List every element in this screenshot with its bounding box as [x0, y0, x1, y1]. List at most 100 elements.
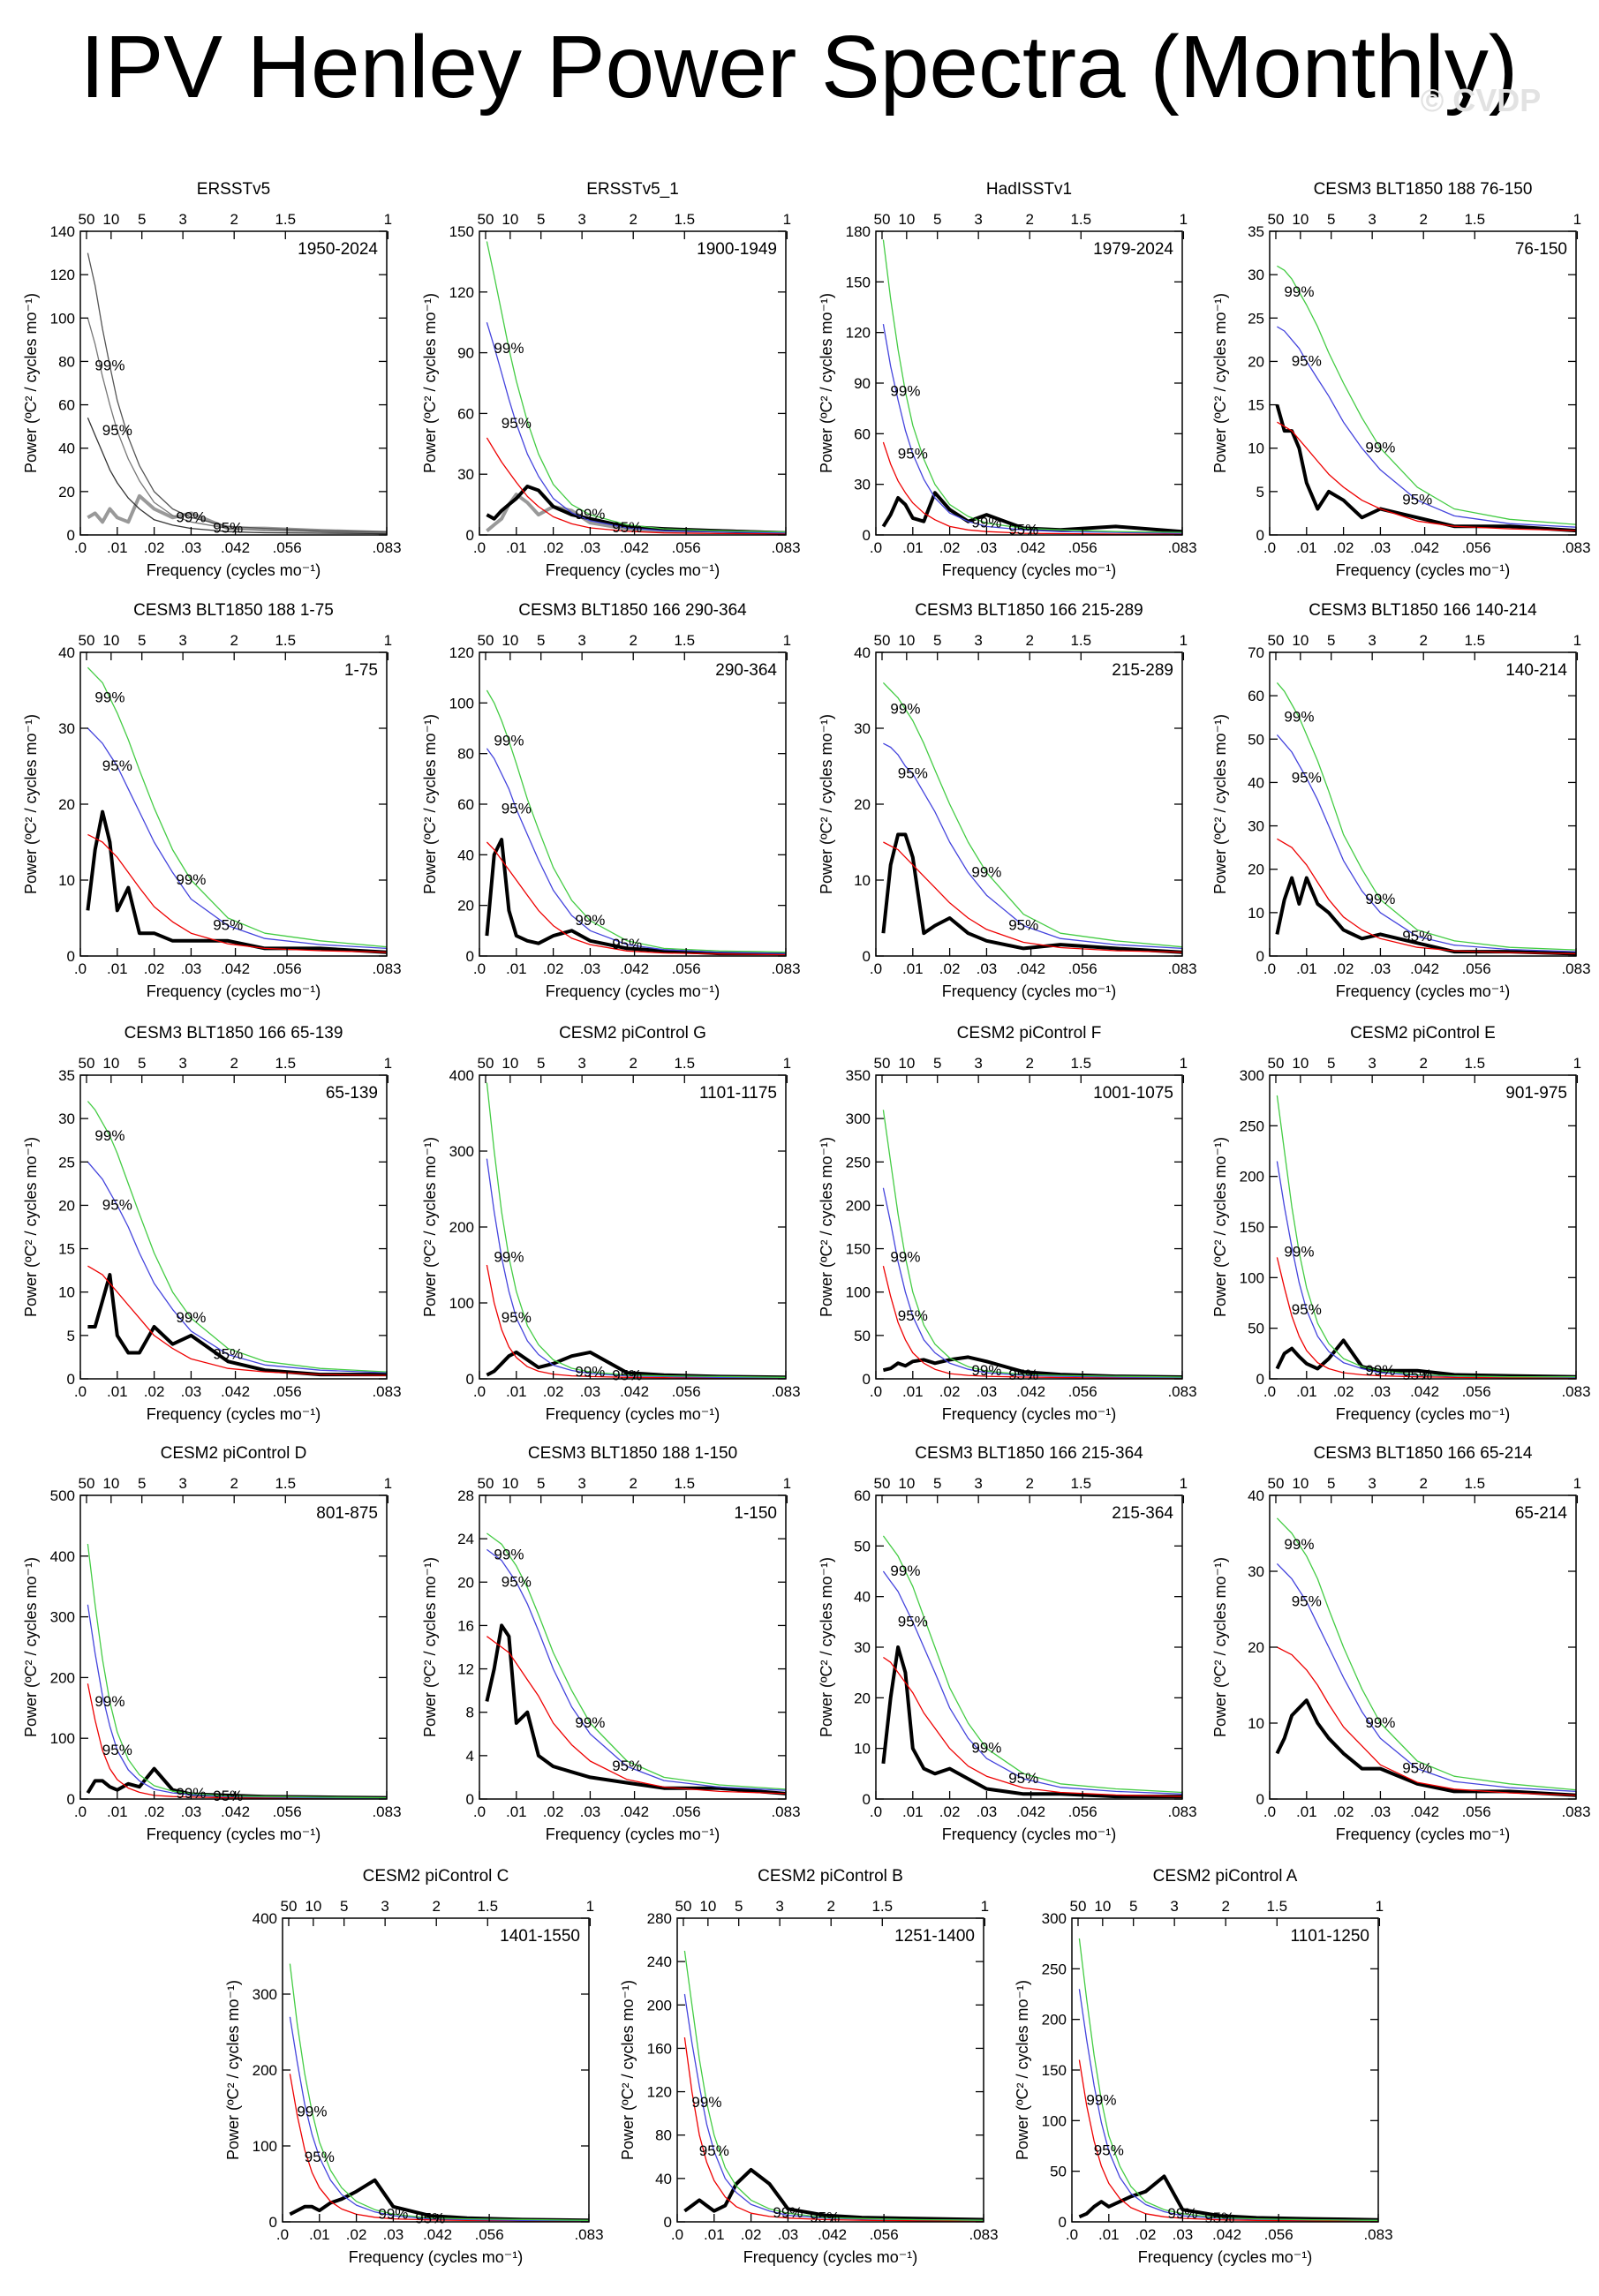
panel-title: CESM2 piControl G: [559, 1024, 706, 1043]
top-tick-label: 1.5: [1070, 1475, 1091, 1492]
y-tick-label: 0: [466, 948, 474, 965]
significance-line: [882, 681, 1182, 948]
panel-title: CESM3 BLT1850 166 215-364: [915, 1444, 1143, 1463]
panel: CESM3 BLT1850 166 140-214 140-214 95% 95% 99…: [1211, 601, 1591, 1000]
y-tick-label: 150: [846, 1241, 871, 1258]
panel-title: ERSSTv5: [197, 180, 270, 199]
top-tick-label: 5: [735, 1898, 743, 1915]
x-tick-label: .056: [1264, 2226, 1294, 2243]
series-label: 95%: [213, 917, 243, 934]
x-tick-label: .083: [372, 539, 401, 556]
significance-line: [882, 1535, 1182, 1794]
top-tick-label: 2: [629, 211, 637, 228]
series-group: [486, 1082, 786, 1379]
series-label: 99%: [1167, 2205, 1197, 2222]
top-tick-label: 3: [974, 211, 982, 228]
y-tick-label: 80: [58, 353, 75, 370]
panel-title: CESM3 BLT1850 188 1-75: [133, 601, 334, 620]
top-tick-label: 50: [79, 1475, 95, 1492]
period-label: 1101-1250: [1291, 1927, 1369, 1946]
y-tick-label: 20: [457, 898, 474, 915]
top-tick-label: 10: [1292, 632, 1309, 649]
y-axis-label: Power (ºC² / cycles mo⁻¹): [818, 1137, 835, 1317]
top-tick-label: 3: [577, 1055, 585, 1072]
y-tick-label: 5: [1256, 484, 1264, 501]
series-group: [486, 241, 786, 535]
panel-title: CESM3 BLT1850 166 140-214: [1309, 601, 1537, 620]
y-tick-label: 100: [253, 2138, 277, 2155]
series-label: 99%: [176, 1309, 206, 1326]
y-axis-label: Power (ºC² / cycles mo⁻¹): [619, 1980, 637, 2160]
x-tick-label: .056: [672, 539, 701, 556]
x-tick-label: .02: [939, 960, 961, 977]
y-tick-label: 0: [67, 948, 75, 965]
top-tick-label: 5: [933, 211, 941, 228]
spectrum-line: [485, 838, 786, 956]
panel: CESM2 piControl D801-87595%95%99%99%0100…: [22, 1444, 402, 1843]
x-tick-label: .056: [1068, 960, 1097, 977]
x-tick-label: .083: [1167, 539, 1196, 556]
top-tick-label: 1.5: [275, 1055, 296, 1072]
top-tick-label: 3: [974, 632, 982, 649]
top-tick-label: 10: [1292, 211, 1309, 228]
significance-line: [87, 1683, 387, 1799]
series-label: 95%: [502, 1309, 532, 1326]
x-axis-label: Frequency (cycles mo⁻¹): [942, 982, 1117, 1000]
x-axis-label: Frequency (cycles mo⁻¹): [942, 1405, 1117, 1423]
significance-line: [87, 1101, 387, 1373]
x-tick-label: .083: [1167, 1383, 1196, 1400]
y-tick-label: 16: [457, 1617, 474, 1634]
plot-frame: [1269, 1494, 1577, 1800]
series-label: 95%: [699, 2142, 729, 2159]
plot-frame: [875, 230, 1183, 536]
x-tick-label: .083: [1561, 960, 1590, 977]
x-tick-label: .02: [1333, 1383, 1354, 1400]
top-tick-label: 3: [577, 1475, 585, 1492]
series-label: 95%: [1094, 2142, 1124, 2159]
x-axis-label: Frequency (cycles mo⁻¹): [147, 982, 321, 1000]
y-tick-label: 90: [457, 345, 474, 362]
top-tick-label: 1: [384, 211, 392, 228]
y-tick-label: 10: [58, 872, 75, 889]
series-label: 95%: [415, 2210, 445, 2227]
x-tick-label: .01: [704, 2226, 725, 2243]
top-tick-label: 1: [783, 632, 791, 649]
x-tick-label: .02: [1333, 539, 1354, 556]
top-tick-label: 1: [384, 632, 392, 649]
y-tick-label: 200: [253, 2062, 277, 2079]
y-tick-label: 40: [1248, 1487, 1264, 1504]
significance-line: [1078, 2059, 1378, 2222]
plot-frame: [479, 230, 787, 536]
top-tick-label: 2: [1221, 1898, 1229, 1915]
plot-frame: [875, 1074, 1183, 1380]
series-label: 99%: [1365, 1714, 1395, 1731]
series-group: [1275, 1095, 1576, 1379]
y-tick-label: 20: [58, 484, 75, 501]
panel: CESM3 BLT1850 166 65-214 65-214 95% 95% 99% 9…: [1211, 1444, 1591, 1843]
x-tick-label: .02: [543, 1803, 564, 1820]
series-label: 99%: [94, 689, 124, 706]
x-tick-label: .042: [1016, 1803, 1045, 1820]
series-label: 95%: [102, 1742, 132, 1758]
y-tick-label: 80: [457, 746, 474, 763]
panel: CESM3 BLT1850 166 65-139 65-139 95% 95% 99% 9…: [22, 1024, 402, 1423]
panel-title: HadISSTv1: [986, 180, 1072, 199]
x-tick-label: .03: [977, 960, 998, 977]
panel: CESM3 BLT1850 188 76-150 76-150 95% 95% 99% 9…: [1211, 180, 1591, 579]
top-tick-label: 3: [178, 1475, 186, 1492]
y-tick-label: 35: [58, 1067, 75, 1084]
significance-line: [87, 833, 387, 953]
y-axis-label: Power (ºC² / cycles mo⁻¹): [818, 1557, 835, 1737]
top-tick-label: 1: [981, 1898, 989, 1915]
x-tick-label: .042: [1410, 960, 1439, 977]
series-label: 95%: [1008, 1366, 1038, 1383]
series-label: 99%: [691, 2094, 721, 2111]
y-tick-label: 10: [854, 872, 871, 889]
top-tick-label: 1: [1180, 632, 1188, 649]
y-tick-label: 50: [854, 1328, 871, 1344]
x-tick-label: .03: [181, 539, 202, 556]
y-tick-label: 30: [1248, 267, 1264, 283]
plot-frame: [676, 1917, 984, 2223]
panel-title: CESM2 piControl B: [758, 1867, 903, 1886]
y-axis-label: Power (ºC² / cycles mo⁻¹): [224, 1980, 242, 2160]
